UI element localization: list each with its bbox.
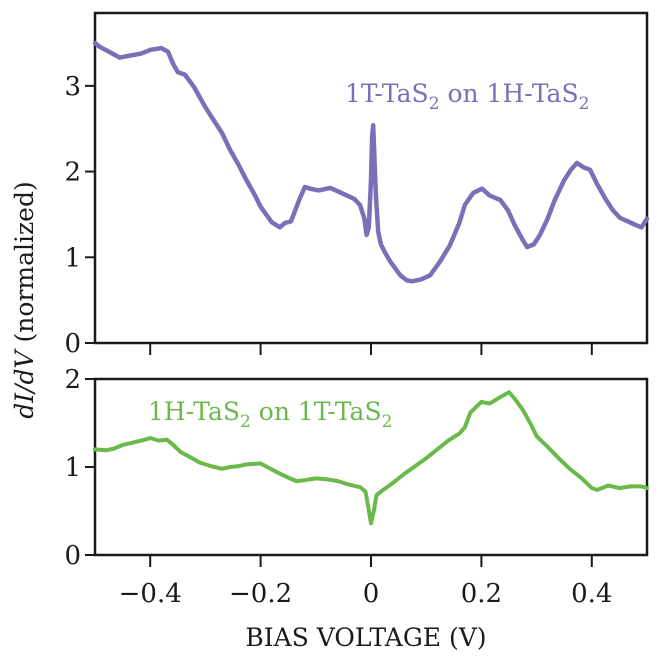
top-y-ticks: 0 1 2 3	[64, 72, 95, 359]
bottom-annot-sub1: 2	[240, 412, 251, 432]
top-annot-prefix: 1T-TaS	[345, 79, 429, 108]
y-axis-title-rest: (normalized)	[10, 181, 39, 350]
bottom-x-tick-label: 0.4	[571, 579, 612, 609]
series-line-1h-on-1t	[93, 390, 649, 526]
bottom-x-tick-label: −0.4	[119, 579, 182, 609]
x-axis-title: BIAS VOLTAGE (V)	[245, 623, 486, 652]
top-y-tick-label: 1	[64, 243, 81, 273]
bottom-annotation: 1H-TaS2 on 1T-TaS2	[148, 397, 392, 432]
bottom-x-tick-label: −0.2	[229, 579, 292, 609]
top-annot-sub2: 2	[579, 94, 590, 114]
top-y-tick-label: 2	[64, 158, 81, 188]
top-annot-mid: on 1H-TaS	[440, 79, 579, 108]
bottom-panel: 012 −0.4 −0.2 0 0.2 0.4 1H-TaS2 on 1T-TaS2	[64, 365, 649, 609]
bottom-y-tick-label: 2	[64, 365, 81, 395]
bottom-x-tick-label: 0.2	[461, 579, 502, 609]
top-x-ticks	[149, 343, 593, 355]
bottom-annot-sub2: 2	[382, 412, 393, 432]
bottom-y-ticks: 0 1 2	[64, 365, 95, 571]
top-y-tick-label: 3	[64, 72, 81, 102]
top-annot-sub1: 2	[429, 94, 440, 114]
bottom-x-ticks: −0.4 −0.2 0 0.2 0.4	[119, 555, 612, 609]
top-annotation: 1T-TaS2 on 1H-TaS2	[345, 79, 589, 114]
bottom-y-tick-label: 1	[64, 453, 81, 483]
y-axis-title: dI/dV (normalized)	[10, 181, 39, 419]
bottom-annot-mid: on 1T-TaS	[251, 397, 382, 426]
bottom-annot-prefix: 1H-TaS	[148, 397, 240, 426]
series-line-1t-on-1h	[92, 40, 650, 284]
bottom-x-tick-label: 0	[363, 579, 380, 609]
y-axis-title-italic: dI/dV	[10, 347, 39, 418]
top-y-tick-label: 0	[64, 329, 81, 359]
bottom-y-tick-label: 0	[64, 541, 81, 571]
